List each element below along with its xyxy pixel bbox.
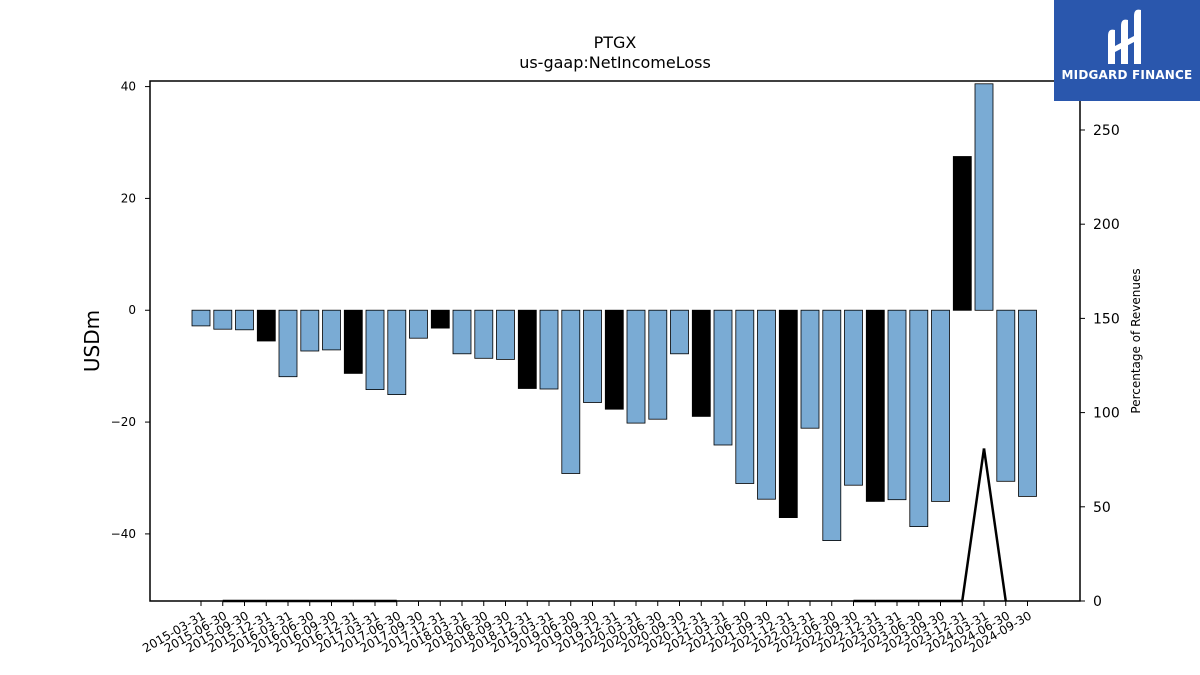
y2-tick-label: 0 [1093, 594, 1102, 610]
bar-2016-06-30 [300, 309, 320, 352]
bar-2021-03-31 [713, 309, 733, 446]
bar-2020-12-31 [691, 309, 711, 417]
y2-tick-label: 50 [1093, 500, 1111, 516]
bar-2024-03-31 [974, 83, 994, 311]
bar-2016-09-30 [322, 309, 341, 351]
bar-2018-06-30 [474, 309, 494, 359]
y2-axis: 0 50 100 150 200 250 [1080, 123, 1120, 610]
bar-2023-09-30 [931, 309, 950, 502]
bar-2021-06-30 [735, 309, 755, 484]
brand-logo: MIDGARD FINANCE [1054, 0, 1200, 101]
y-tick-label: 0 [128, 303, 136, 317]
line-segment-2024-03-31 [982, 448, 1007, 602]
bar-2021-09-30 [757, 309, 776, 500]
y-axis-label: USDm [80, 310, 104, 372]
logo-text: MIDGARD FINANCE [1061, 68, 1193, 82]
bar-2018-03-31 [452, 309, 472, 355]
bar-2016-12-31 [343, 309, 363, 374]
y-tick-label: −20 [111, 415, 136, 429]
bar-2015-12-31 [256, 309, 276, 342]
bar-2019-09-30 [583, 309, 602, 403]
bar-2022-12-31 [865, 309, 885, 502]
bar-2022-03-31 [800, 309, 820, 429]
bar-2019-12-31 [604, 309, 624, 410]
y-axis: 40 20 0 −20 −40 [111, 80, 150, 541]
bars-group [191, 83, 1037, 542]
chart-title: PTGX [594, 33, 637, 52]
bar-2023-12-31 [952, 156, 972, 311]
bar-2018-12-31 [517, 309, 537, 389]
bar-2015-09-30 [235, 309, 254, 331]
line-segment-2023-12-31 [961, 448, 986, 602]
bar-2020-03-31 [626, 309, 646, 424]
bar-2017-06-30 [387, 309, 407, 396]
y2-tick-label: 150 [1093, 311, 1120, 327]
x-axis: 2015-03-312015-06-302015-09-302015-12-31… [140, 601, 1034, 655]
bar-2024-06-30 [996, 309, 1016, 482]
y2-tick-label: 100 [1093, 406, 1120, 422]
y2-tick-label: 200 [1093, 217, 1120, 233]
bar-2022-09-30 [844, 309, 863, 486]
bar-2015-06-30 [213, 309, 233, 330]
y-tick-label: 20 [121, 191, 136, 205]
bar-2019-03-31 [539, 309, 559, 390]
bar-2017-03-31 [365, 309, 385, 391]
y2-tick-label: 250 [1093, 123, 1120, 139]
bar-2020-06-30 [648, 309, 668, 420]
bar-2022-06-30 [822, 309, 842, 542]
bar-2020-09-30 [670, 309, 689, 355]
y-tick-label: −40 [111, 527, 136, 541]
bar-2023-03-31 [887, 309, 907, 501]
chart-subtitle: us-gaap:NetIncomeLoss [519, 53, 711, 72]
plot-frame [149, 80, 1081, 602]
bar-2019-06-30 [561, 309, 581, 474]
bar-2021-12-31 [778, 309, 798, 519]
bar-2017-12-31 [430, 309, 450, 329]
bar-2015-03-31 [191, 309, 211, 327]
bar-2016-03-31 [278, 309, 298, 378]
y2-axis-label: Percentage of Revenues [1129, 268, 1143, 413]
y-tick-label: 40 [121, 80, 136, 94]
bar-2018-09-30 [496, 309, 515, 360]
bar-2023-06-30 [909, 309, 929, 528]
bar-2024-09-30 [1018, 309, 1037, 497]
logo-mark-icon [1108, 9, 1141, 65]
bar-2017-09-30 [409, 309, 428, 339]
